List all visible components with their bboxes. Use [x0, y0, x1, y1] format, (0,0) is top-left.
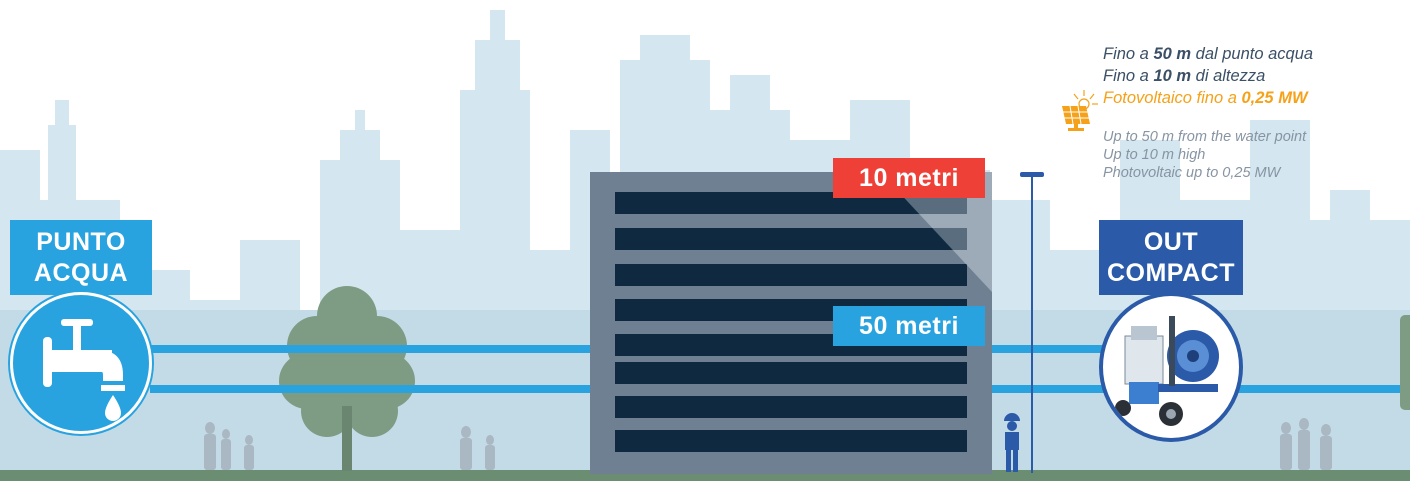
out-compact-circle: [1099, 292, 1243, 442]
out-compact-label: OUT COMPACT: [1099, 220, 1243, 295]
height-label: 10 metri: [833, 158, 985, 198]
worker-icon: [1004, 413, 1020, 472]
info-it-line2-prefix: Fino a: [1103, 67, 1154, 85]
street-lamp-icon: [1020, 172, 1044, 473]
info-it-line1: Fino a 50 m dal punto acqua: [1103, 44, 1313, 64]
out-compact-label-line2: COMPACT: [1106, 259, 1236, 287]
info-it-line1-value: 50 m: [1153, 45, 1192, 63]
info-it-line2-value: 10 m: [1153, 67, 1192, 85]
info-en-line2: Up to 10 m high: [1103, 147, 1206, 163]
info-en-line3: Photovoltaic up to 0,25 MW: [1103, 165, 1281, 181]
info-it-line3: Fotovoltaico fino a 0,25 MW: [1103, 88, 1308, 108]
out-compact-label-line1: OUT: [1143, 228, 1199, 256]
info-it-line1-suffix: dal punto acqua: [1191, 45, 1314, 63]
solar-panel-icon: [1062, 90, 1098, 131]
ground-strip: [0, 470, 1410, 481]
info-it-line3-value: 0,25 MW: [1241, 89, 1308, 107]
tree-icon: [279, 286, 415, 471]
water-point-label-line2: ACQUA: [33, 259, 129, 287]
info-en-line1: Up to 50 m from the water point: [1103, 129, 1307, 145]
info-it-line2: Fino a 10 m di altezza: [1103, 66, 1265, 86]
info-it-line2-suffix: di altezza: [1191, 67, 1266, 85]
faucet-icon: [43, 319, 125, 421]
info-it-line1-prefix: Fino a: [1103, 45, 1154, 63]
distance-label: 50 metri: [833, 306, 985, 346]
pressure-washer-icon: [1115, 316, 1219, 426]
water-point-label-line1: PUNTO: [36, 228, 126, 256]
info-it-line3-prefix: Fotovoltaico fino a: [1103, 89, 1242, 107]
water-point-circle: [10, 292, 152, 434]
water-point-label: PUNTO ACQUA: [10, 220, 152, 295]
right-edge-foliage: [1400, 315, 1410, 410]
